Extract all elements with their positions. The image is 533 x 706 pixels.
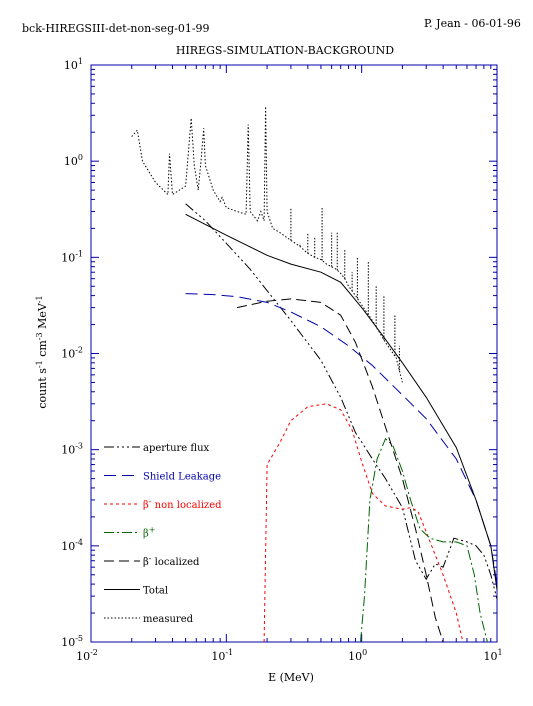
chart-title: HIREGS-SIMULATION-BACKGROUND xyxy=(176,44,394,57)
y-tick-label: 100 xyxy=(64,153,83,168)
x-tick-label: 10-2 xyxy=(76,648,98,663)
legend-label: measured xyxy=(143,614,194,625)
y-tick-label: 10-4 xyxy=(61,538,83,553)
series-localized xyxy=(236,298,444,643)
author-date-label: P. Jean - 06-01-96 xyxy=(424,17,521,30)
y-tick-label: 101 xyxy=(64,57,83,72)
series-aperture-flux xyxy=(185,203,498,600)
x-tick-label: 100 xyxy=(348,648,367,663)
series-measured xyxy=(131,106,403,383)
y-tick-label: 10-5 xyxy=(61,634,83,649)
x-axis-label: E (MeV) xyxy=(268,671,314,684)
series-non-localized xyxy=(263,403,464,643)
x-tick-label: 101 xyxy=(483,648,502,663)
plot-frame xyxy=(90,64,498,643)
legend-label: β- localized xyxy=(143,554,200,568)
y-tick-label: 10-3 xyxy=(61,442,83,457)
y-tick-label: 10-1 xyxy=(61,249,83,264)
series-total xyxy=(185,213,498,590)
x-tick-label: 10-1 xyxy=(211,648,233,663)
series- xyxy=(360,437,488,643)
legend-label: β+ xyxy=(143,526,155,540)
legend-label: β- non localized xyxy=(143,497,222,511)
legend-label: Total xyxy=(143,586,168,597)
y-axis-label: count s-1 cm-3 MeV-1 xyxy=(35,295,49,408)
series-shield-leakage xyxy=(185,293,498,585)
y-tick-label: 10-2 xyxy=(61,346,83,361)
legend-label: aperture flux xyxy=(143,443,210,454)
file-id-label: bck-HIREGSIII-det-non-seg-01-99 xyxy=(22,22,210,35)
legend-label: Shield Leakage xyxy=(143,472,221,483)
